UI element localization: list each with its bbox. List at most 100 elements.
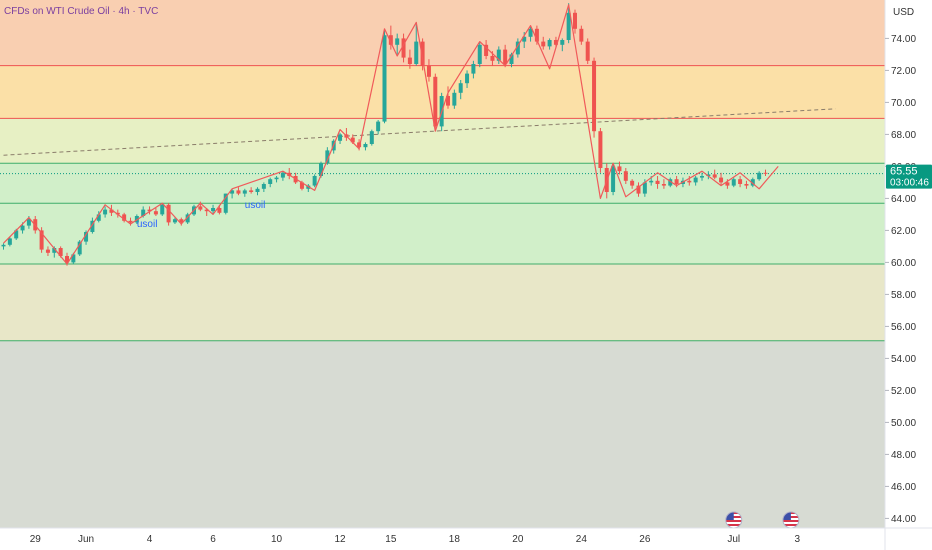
candle-body [649,180,654,183]
x-tick-label: 10 [271,534,283,545]
candle-body [592,60,597,132]
candle-body [414,41,419,64]
candle [185,212,190,224]
y-tick-label: 58.00 [891,290,916,301]
candle [503,44,508,68]
candle-body [503,49,508,64]
candle [668,177,673,188]
trendline[interactable] [3,108,836,156]
candle-body [223,193,228,213]
candle-body [65,256,69,263]
candle [655,176,660,189]
candle-body [611,166,616,192]
candle [426,59,431,82]
candle-body [147,209,152,212]
candle [566,3,571,44]
price-zones [0,0,885,528]
candle-body [668,179,673,186]
candle [312,174,317,188]
time-axis-bg [0,528,932,550]
flag-face [782,512,799,528]
candle-body [719,177,724,183]
x-tick-label: 20 [512,534,524,545]
y-tick-label: 44.00 [891,514,916,525]
candle-body [26,219,31,226]
candle-body [700,176,704,178]
candle-body [661,184,666,186]
candle-body [560,40,565,45]
candle-body [725,182,730,186]
x-tick-label: 26 [639,534,651,545]
candle-body [90,220,95,232]
candle-body [109,209,114,213]
candle-body [115,212,120,215]
candle-body [655,180,660,184]
x-tick-label: 6 [210,534,216,545]
candle [401,33,406,63]
candle-body [465,73,470,84]
candle-body [261,184,266,189]
candle [414,22,419,66]
candle [547,38,552,50]
candle-body [636,185,641,194]
price-zone-3 [0,163,885,204]
candle [738,176,743,188]
candle-body [623,171,628,181]
candle [712,169,717,180]
candle-body [338,134,343,141]
last-price-tag-bg [886,164,932,189]
candle [376,120,381,135]
level-lines [0,65,885,342]
candle-body [77,241,82,255]
candle [45,246,50,256]
candle-body [103,209,108,215]
candle-body [712,174,717,178]
x-tick-label: 4 [147,534,153,545]
candle [280,171,285,181]
price-zone-5 [0,264,885,341]
countdown-value: 03:00:46 [890,178,929,189]
candle-body [433,76,438,127]
candle [230,188,235,199]
candle-body [122,214,127,221]
candle-body [547,40,552,47]
candle [325,147,330,165]
candle [471,60,476,79]
candle-body [299,182,304,189]
candles-layer [1,3,768,266]
candle-body [230,190,235,194]
us-flag-icon[interactable] [782,511,800,529]
candle [446,86,450,109]
candle-body [401,38,406,58]
annotation-label: usoil [137,219,158,230]
y-tick-label: 54.00 [891,354,916,365]
x-tick-label: 24 [576,534,588,545]
us-flag-icon[interactable] [725,511,743,529]
candle [84,230,89,245]
candle [534,25,539,45]
candle-body [217,208,222,213]
candle [452,89,457,109]
wave-path-0[interactable] [3,4,779,265]
candle-body [585,41,590,61]
candle [420,38,425,71]
candle-body [52,248,57,253]
candle [1,243,6,250]
candle [611,164,616,196]
candle [598,128,603,173]
candle [763,169,768,176]
flag-stripe [782,524,799,526]
candle-body [426,65,431,77]
candle-body [642,182,647,194]
annotation-label: usoil [245,200,266,211]
candle [477,41,482,68]
candle [700,172,704,181]
candle-body [153,211,158,215]
y-tick-label: 48.00 [891,450,916,461]
candle-body [325,150,330,164]
candle [592,57,597,138]
candle-body [7,238,12,245]
